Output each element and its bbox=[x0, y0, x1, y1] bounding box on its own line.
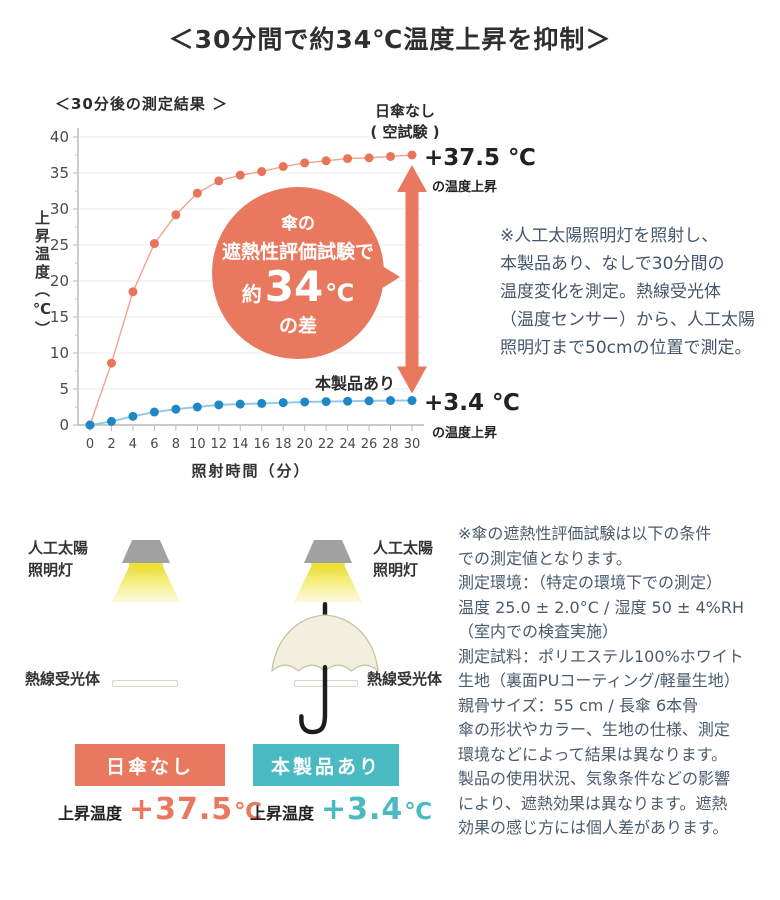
svg-text:16: 16 bbox=[253, 437, 270, 452]
svg-text:8: 8 bbox=[172, 437, 180, 452]
svg-text:12: 12 bbox=[211, 437, 228, 452]
lamp-label-left: 人工太陽 照明灯 bbox=[28, 539, 89, 579]
no-parasol-temp-rise-value: +37.5 ℃ bbox=[424, 145, 536, 171]
measurement-note: ※人工太陽照明灯を照射し、 本製品あり、なしで30分間の 温度変化を測定。熱線受… bbox=[500, 226, 755, 358]
svg-text:14: 14 bbox=[232, 437, 249, 452]
svg-text:10: 10 bbox=[189, 437, 206, 452]
callout-unit: ℃ bbox=[325, 278, 355, 307]
result-value-left: +37.5 bbox=[129, 792, 234, 827]
svg-text:25: 25 bbox=[50, 236, 69, 254]
solar-lamp-icon bbox=[294, 540, 362, 602]
page-title: ＜30分間で約34℃温度上昇を抑制＞ bbox=[168, 25, 612, 54]
receiver-label-left: 熱線受光体 bbox=[25, 670, 101, 688]
svg-text:18: 18 bbox=[275, 437, 292, 452]
callout-about: 約 bbox=[241, 281, 262, 306]
svg-text:22: 22 bbox=[318, 437, 335, 452]
difference-callout-bubble: 傘の 遮熱性評価試験で 約 34 ℃ の差 bbox=[212, 187, 384, 359]
no-parasol-series-label: 日傘なし ( 空試験 ) bbox=[330, 101, 480, 143]
chart-area: ＜30分後の測定結果 ＞ 0 5 10 15 20 25 30 35 40 0 2 4 6 8 10 12 14… bbox=[30, 90, 550, 488]
receiver-plate-icon bbox=[112, 680, 178, 687]
svg-text:6: 6 bbox=[150, 437, 158, 452]
svg-text:35: 35 bbox=[50, 164, 69, 182]
svg-text:30: 30 bbox=[50, 200, 69, 218]
svg-text:40: 40 bbox=[50, 128, 69, 146]
svg-text:10: 10 bbox=[50, 344, 69, 362]
result-value-right: +3.4 bbox=[321, 792, 404, 827]
lamp-shade-icon bbox=[304, 540, 352, 563]
svg-text:28: 28 bbox=[382, 437, 399, 452]
callout-value-row: 約 34 ℃ bbox=[241, 261, 355, 311]
callout-line4: の差 bbox=[278, 314, 317, 337]
no-parasol-series-label-main: 日傘なし bbox=[374, 102, 435, 120]
conditions-note: ※傘の遮熱性評価試験は以下の条件 での測定値となります。 測定環境：（特定の環境… bbox=[458, 524, 745, 837]
no-parasol-result: 上昇温度 +37.5 ℃ bbox=[58, 792, 262, 827]
svg-text:0: 0 bbox=[59, 416, 69, 434]
y-axis-title: 上昇温度（℃） bbox=[33, 210, 51, 339]
svg-text:4: 4 bbox=[129, 437, 137, 452]
svg-text:26: 26 bbox=[361, 437, 378, 452]
svg-text:20: 20 bbox=[50, 272, 69, 290]
result-label-left: 上昇温度 bbox=[58, 804, 123, 823]
no-parasol-badge: 日傘なし bbox=[75, 744, 225, 786]
result-label-right: 上昇温度 bbox=[250, 804, 315, 823]
product-result: 上昇温度 +3.4 ℃ bbox=[250, 792, 432, 827]
result-unit-left: ℃ bbox=[234, 799, 263, 825]
result-unit-right: ℃ bbox=[404, 799, 433, 825]
callout-line1: 傘の bbox=[281, 213, 315, 234]
svg-text:0: 0 bbox=[86, 437, 94, 452]
svg-text:15: 15 bbox=[50, 308, 69, 326]
umbrella-icon bbox=[271, 602, 379, 735]
product-series-label: 本製品あり bbox=[315, 374, 396, 393]
solar-lamp-icon bbox=[112, 540, 180, 602]
svg-text:24: 24 bbox=[339, 437, 356, 452]
callout-line2: 遮熱性評価試験で bbox=[221, 240, 374, 263]
svg-text:30: 30 bbox=[404, 437, 421, 452]
callout-value: 34 bbox=[264, 261, 324, 311]
receiver-label-right: 熱線受光体 bbox=[367, 670, 443, 688]
svg-text:20: 20 bbox=[296, 437, 313, 452]
chart-caption: ＜30分後の測定結果 ＞ bbox=[55, 95, 229, 113]
svg-text:2: 2 bbox=[107, 437, 115, 452]
lamp-shade-icon bbox=[122, 540, 170, 563]
svg-text:照射時間（分）: 照射時間（分） bbox=[191, 462, 310, 480]
product-temp-rise-value: +3.4 ℃ bbox=[424, 390, 520, 416]
lamp-label-right: 人工太陽 照明灯 bbox=[373, 539, 434, 579]
no-parasol-temp-rise-caption: の温度上昇 bbox=[432, 180, 498, 195]
product-badge: 本製品あり bbox=[253, 744, 399, 786]
product-temp-rise-caption: の温度上昇 bbox=[432, 426, 498, 441]
svg-text:5: 5 bbox=[59, 380, 69, 398]
no-parasol-series-label-sub: ( 空試験 ) bbox=[370, 123, 440, 141]
